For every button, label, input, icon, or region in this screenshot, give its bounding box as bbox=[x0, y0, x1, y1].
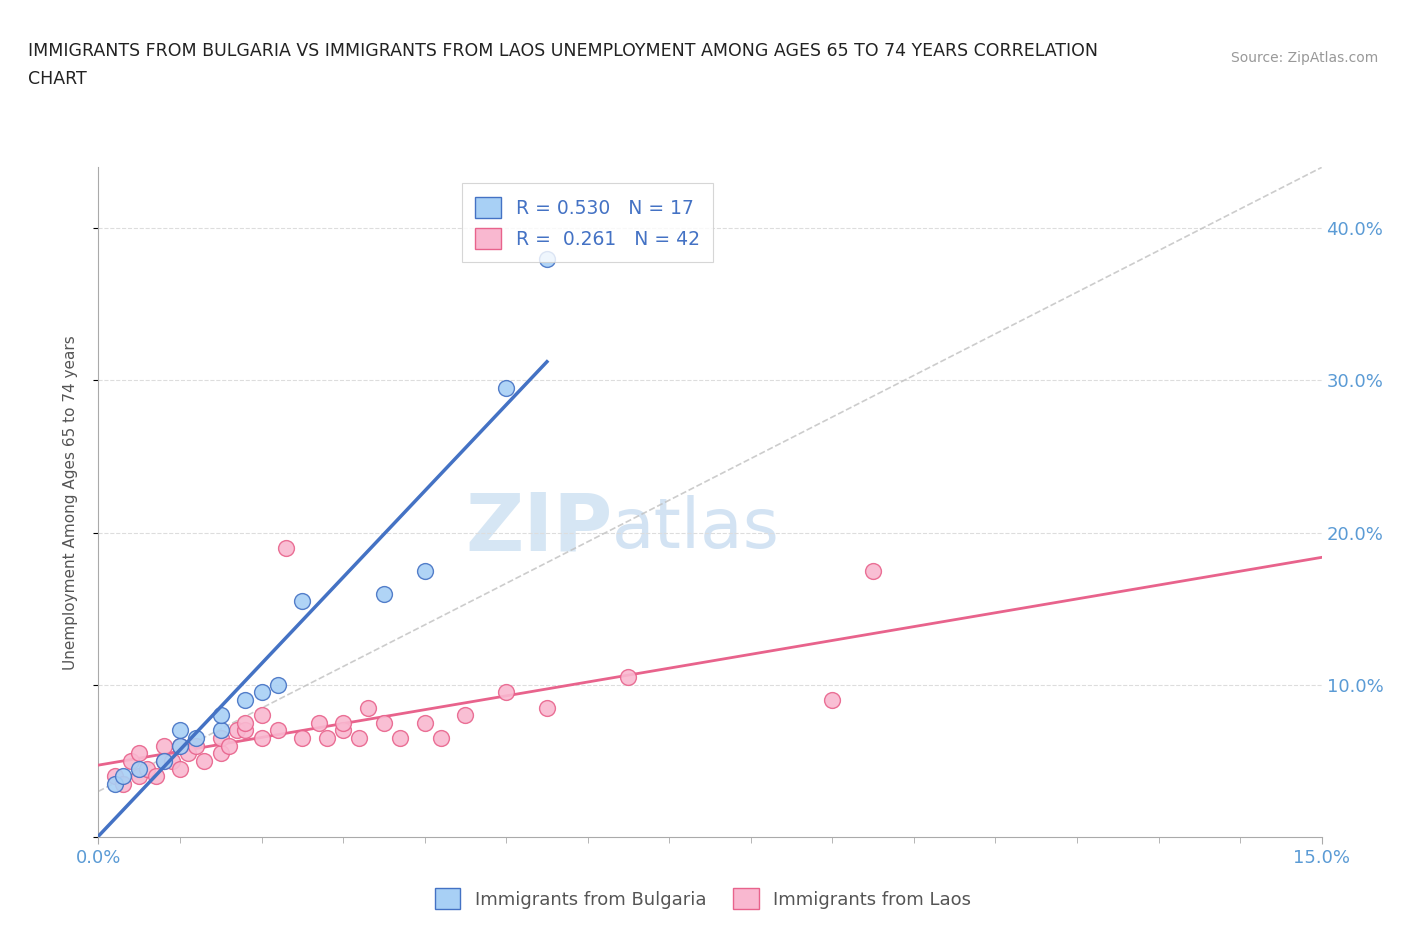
Point bbox=[186, 731, 208, 746]
Point bbox=[495, 685, 517, 700]
Point bbox=[274, 540, 297, 555]
Point bbox=[332, 723, 354, 737]
Point bbox=[169, 761, 191, 776]
Point bbox=[413, 715, 436, 730]
Legend: Immigrants from Bulgaria, Immigrants from Laos: Immigrants from Bulgaria, Immigrants fro… bbox=[427, 881, 979, 916]
Point bbox=[233, 715, 256, 730]
Point bbox=[349, 731, 371, 746]
Point bbox=[111, 769, 134, 784]
Point bbox=[495, 380, 517, 395]
Point bbox=[120, 753, 142, 768]
Point bbox=[332, 715, 354, 730]
Point bbox=[177, 746, 200, 761]
Y-axis label: Unemployment Among Ages 65 to 74 years: Unemployment Among Ages 65 to 74 years bbox=[63, 335, 77, 670]
Point bbox=[250, 731, 273, 746]
Point bbox=[413, 564, 436, 578]
Text: IMMIGRANTS FROM BULGARIA VS IMMIGRANTS FROM LAOS UNEMPLOYMENT AMONG AGES 65 TO 7: IMMIGRANTS FROM BULGARIA VS IMMIGRANTS F… bbox=[28, 42, 1098, 60]
Point bbox=[267, 723, 290, 737]
Point bbox=[169, 738, 191, 753]
Point bbox=[862, 564, 884, 578]
Point bbox=[209, 708, 232, 723]
Point bbox=[128, 761, 150, 776]
Point bbox=[267, 677, 290, 692]
Point bbox=[373, 586, 395, 601]
Point bbox=[233, 693, 256, 708]
Text: Source: ZipAtlas.com: Source: ZipAtlas.com bbox=[1230, 51, 1378, 65]
Point bbox=[218, 738, 240, 753]
Point bbox=[152, 753, 174, 768]
Text: CHART: CHART bbox=[28, 70, 87, 87]
Point bbox=[209, 731, 232, 746]
Text: ZIP: ZIP bbox=[465, 490, 612, 568]
Point bbox=[536, 700, 558, 715]
Point bbox=[356, 700, 378, 715]
Point bbox=[186, 738, 208, 753]
Point bbox=[209, 746, 232, 761]
Point bbox=[209, 723, 232, 737]
Point bbox=[315, 731, 337, 746]
Point bbox=[291, 593, 314, 608]
Point bbox=[821, 693, 844, 708]
Point bbox=[152, 753, 174, 768]
Point bbox=[169, 723, 191, 737]
Point bbox=[169, 738, 191, 753]
Point bbox=[373, 715, 395, 730]
Point bbox=[226, 723, 249, 737]
Point bbox=[536, 251, 558, 266]
Point bbox=[104, 769, 127, 784]
Point bbox=[250, 685, 273, 700]
Point bbox=[454, 708, 477, 723]
Point bbox=[233, 723, 256, 737]
Point bbox=[160, 753, 183, 768]
Legend: R = 0.530   N = 17, R =  0.261   N = 42: R = 0.530 N = 17, R = 0.261 N = 42 bbox=[463, 183, 713, 262]
Point bbox=[308, 715, 330, 730]
Point bbox=[111, 777, 134, 791]
Point bbox=[128, 769, 150, 784]
Point bbox=[104, 777, 127, 791]
Point bbox=[389, 731, 412, 746]
Point bbox=[145, 769, 167, 784]
Point bbox=[291, 731, 314, 746]
Point bbox=[136, 761, 159, 776]
Point bbox=[617, 670, 640, 684]
Point bbox=[250, 708, 273, 723]
Text: atlas: atlas bbox=[612, 496, 780, 563]
Point bbox=[128, 746, 150, 761]
Point bbox=[152, 738, 174, 753]
Point bbox=[430, 731, 453, 746]
Point bbox=[193, 753, 215, 768]
